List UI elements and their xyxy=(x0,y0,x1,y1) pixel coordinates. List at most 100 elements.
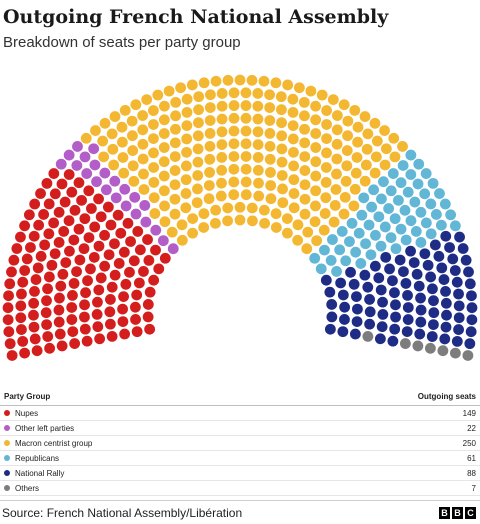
seat-macron-centrist-group xyxy=(137,138,149,150)
legend-party-name: Other left parties xyxy=(15,423,75,433)
seat-republicans xyxy=(365,249,377,261)
seat-national-rally xyxy=(451,276,463,288)
seat-republicans xyxy=(346,217,358,229)
seat-republicans xyxy=(383,203,395,214)
seat-macron-centrist-group xyxy=(339,191,351,203)
seat-national-rally xyxy=(369,260,381,272)
seat-macron-centrist-group xyxy=(348,200,360,212)
legend-swatch xyxy=(4,470,10,476)
seat-national-rally xyxy=(460,254,472,266)
seat-nupes xyxy=(2,302,14,314)
seat-nupes xyxy=(16,288,27,300)
seat-nupes xyxy=(122,217,134,229)
seat-nupes xyxy=(59,196,71,208)
legend-party-name: National Rally xyxy=(15,468,65,478)
seat-national-rally xyxy=(389,323,401,335)
seat-macron-centrist-group xyxy=(181,146,192,158)
seat-others xyxy=(362,330,374,342)
seat-nupes xyxy=(92,321,104,333)
seat-macron-centrist-group xyxy=(222,215,233,227)
seat-nupes xyxy=(80,287,91,299)
seat-other-left-parties xyxy=(157,235,169,247)
seat-republicans xyxy=(410,226,422,237)
seat-nupes xyxy=(41,295,52,307)
seat-macron-centrist-group xyxy=(264,89,275,101)
seat-republicans xyxy=(420,217,432,229)
seat-macron-centrist-group xyxy=(292,219,304,231)
seat-nupes xyxy=(73,177,85,189)
seat-macron-centrist-group xyxy=(264,115,276,126)
seat-nupes xyxy=(106,330,118,342)
seat-nupes xyxy=(92,296,103,308)
seat-republicans xyxy=(399,204,411,216)
seat-macron-centrist-group xyxy=(166,226,178,238)
seat-macron-centrist-group xyxy=(299,208,311,220)
seat-macron-centrist-group xyxy=(148,176,160,188)
seat-republicans xyxy=(368,184,380,196)
seat-nupes xyxy=(79,213,91,225)
seat-macron-centrist-group xyxy=(287,106,299,118)
seat-other-left-parties xyxy=(120,200,132,212)
seat-republicans xyxy=(389,213,401,225)
chart-title: Outgoing French National Assembly xyxy=(3,6,389,28)
seat-macron-centrist-group xyxy=(299,193,311,205)
seat-nupes xyxy=(144,323,156,335)
seat-national-rally xyxy=(449,265,461,276)
legend-header-seats: Outgoing seats xyxy=(417,392,476,401)
seat-nupes xyxy=(41,319,52,330)
seat-macron-centrist-group xyxy=(320,192,332,204)
seat-macron-centrist-group xyxy=(205,89,216,101)
seat-republicans xyxy=(395,177,407,189)
seat-macron-centrist-group xyxy=(119,104,131,116)
seat-republicans xyxy=(356,209,368,221)
seat-republicans xyxy=(420,168,432,179)
seat-macron-centrist-group xyxy=(342,115,354,127)
seat-nupes xyxy=(130,314,141,325)
seat-republicans xyxy=(395,223,407,235)
seat-nupes xyxy=(125,236,136,247)
seat-macron-centrist-group xyxy=(276,143,288,155)
footer: Source: French National Assembly/Libérat… xyxy=(0,500,480,524)
seat-republicans xyxy=(400,234,412,246)
seat-macron-centrist-group xyxy=(310,170,322,182)
seat-republicans xyxy=(449,220,461,232)
seat-nupes xyxy=(142,234,153,245)
seat-nupes xyxy=(138,266,149,277)
seat-national-rally xyxy=(464,338,476,350)
seat-republicans xyxy=(360,238,371,250)
seat-republicans xyxy=(378,176,389,188)
seat-national-rally xyxy=(466,290,477,302)
seat-macron-centrist-group xyxy=(276,156,288,168)
seat-national-rally xyxy=(390,311,401,323)
legend-seat-count: 7 xyxy=(471,483,476,493)
seat-nupes xyxy=(2,314,14,326)
seat-macron-centrist-group xyxy=(210,204,222,216)
seat-macron-centrist-group xyxy=(338,208,350,220)
seat-national-rally xyxy=(402,302,414,313)
seat-nupes xyxy=(99,229,110,241)
seat-macron-centrist-group xyxy=(216,113,228,125)
seat-macron-centrist-group xyxy=(216,177,227,189)
seat-macron-centrist-group xyxy=(137,110,149,121)
seat-national-rally xyxy=(377,309,389,320)
seat-macron-centrist-group xyxy=(264,140,276,152)
seat-nupes xyxy=(105,219,117,231)
seat-nupes xyxy=(142,311,154,323)
seat-others xyxy=(462,350,474,361)
seat-republicans xyxy=(327,234,338,245)
seat-republicans xyxy=(390,243,402,255)
legend-row: National Rally 88 xyxy=(0,466,480,481)
seat-macron-centrist-group xyxy=(192,183,203,195)
seat-macron-centrist-group xyxy=(321,133,332,144)
seat-nupes xyxy=(15,300,27,312)
seat-macron-centrist-group xyxy=(127,160,139,172)
seat-macron-centrist-group xyxy=(276,130,288,142)
seat-macron-centrist-group xyxy=(215,190,227,202)
seat-national-rally xyxy=(348,278,360,290)
seat-macron-centrist-group xyxy=(275,91,287,103)
seat-national-rally xyxy=(428,295,439,307)
seat-macron-centrist-group xyxy=(170,96,182,108)
seat-national-rally xyxy=(444,242,455,253)
seat-nupes xyxy=(55,280,67,292)
seat-other-left-parties xyxy=(71,160,83,171)
